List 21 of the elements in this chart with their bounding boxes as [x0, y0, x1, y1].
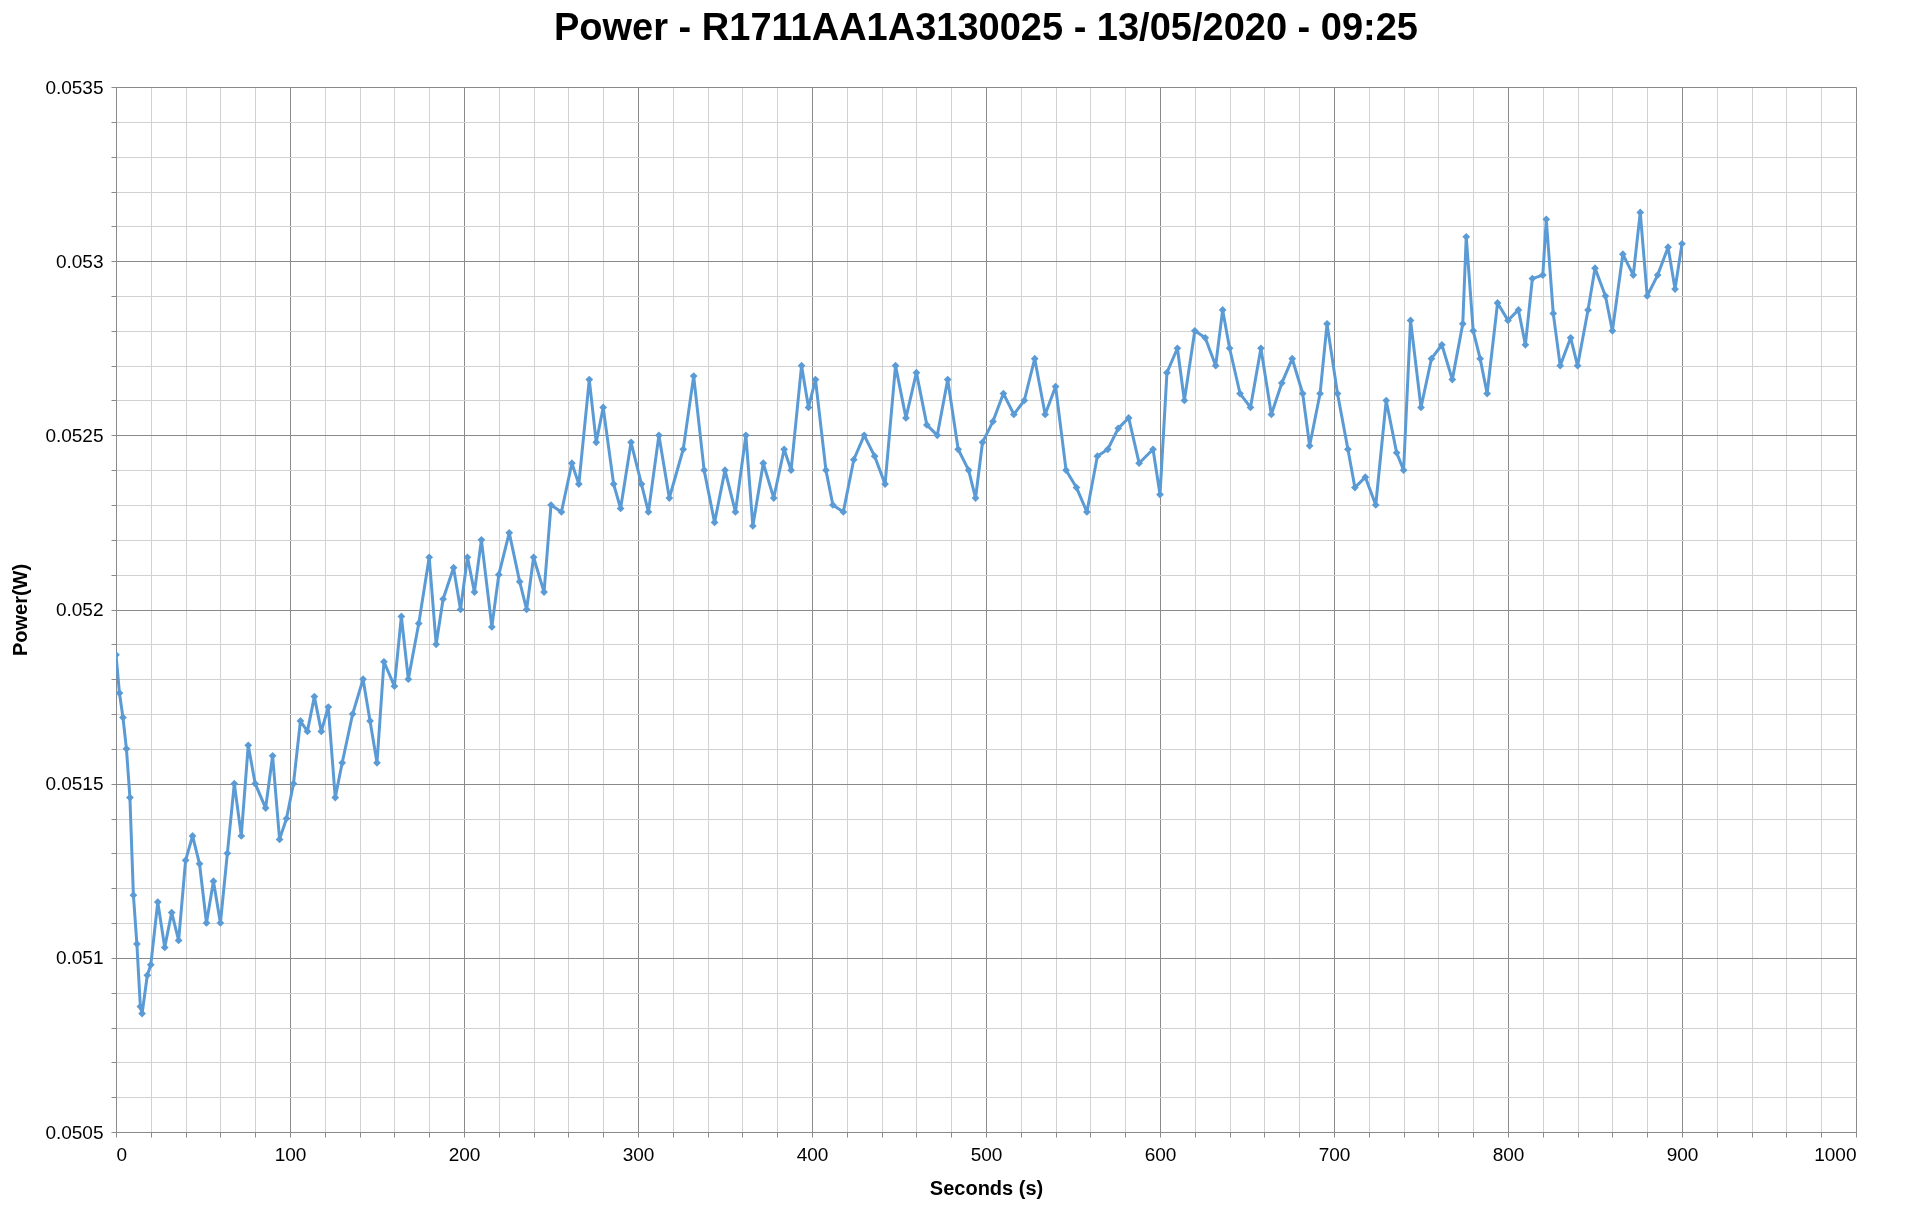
y-tick-label: 0.0515 — [45, 773, 104, 795]
y-tick-label: 0.0535 — [45, 76, 104, 98]
x-tick-label: 900 — [1666, 1143, 1699, 1165]
x-tick-label: 700 — [1318, 1143, 1351, 1165]
y-tick-label: 0.0525 — [45, 424, 104, 446]
y-tick-label: 0.051 — [55, 947, 104, 969]
chart-title: Power - R1711AA1A3130025 - 13/05/2020 - 09:25 — [554, 6, 1418, 48]
x-tick-label: 200 — [448, 1143, 481, 1165]
y-axis-title: Power(W) — [9, 563, 32, 657]
y-tick-label: 0.053 — [55, 250, 104, 272]
x-tick-label: 600 — [1144, 1143, 1177, 1165]
x-tick-label: 1000 — [1814, 1143, 1857, 1165]
x-tick-label: 800 — [1492, 1143, 1525, 1165]
x-tick-label: 100 — [274, 1143, 307, 1165]
x-tick-label: 300 — [622, 1143, 655, 1165]
y-tick-label: 0.0505 — [45, 1121, 104, 1143]
y-tick-label: 0.052 — [55, 599, 104, 620]
x-axis-title: Seconds (s) — [929, 1176, 1044, 1199]
x-tick-label: 0 — [116, 1143, 128, 1165]
x-tick-label: 400 — [796, 1143, 829, 1165]
x-tick-label: 500 — [970, 1143, 1003, 1165]
